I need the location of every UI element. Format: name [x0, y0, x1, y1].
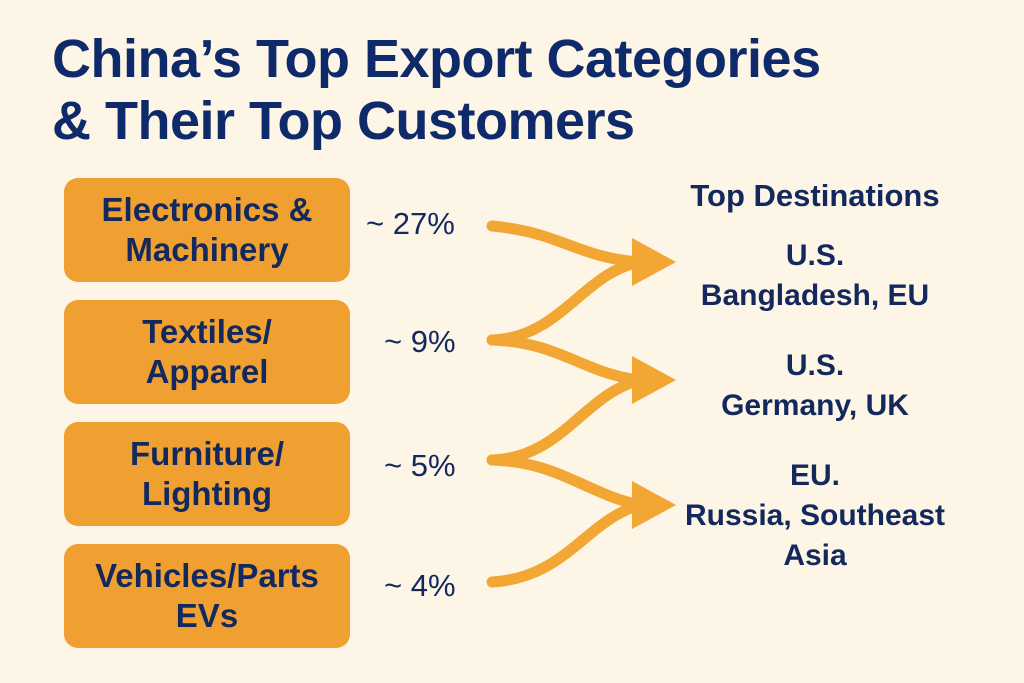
- flow-electronics-to-group-1: [486, 220, 646, 268]
- share-furniture-lighting: ~ 5%: [384, 448, 456, 483]
- destinations-header: Top Destinations: [690, 178, 940, 213]
- destination-group-2: U.S. Germany, UK: [640, 346, 990, 426]
- destination-line-3: Asia: [783, 539, 847, 572]
- title-line-1: China’s Top Export Categories: [52, 29, 821, 89]
- category-label-line-2: Lighting: [141, 475, 273, 512]
- destination-line-1: U.S.: [785, 349, 845, 382]
- destination-line-1: U.S.: [785, 239, 845, 272]
- flow-vehicles-to-group-3: [486, 499, 646, 588]
- category-box-furniture-lighting: Furniture/ Lighting: [64, 422, 350, 526]
- destination-group-1: U.S. Bangladesh, EU: [640, 236, 990, 316]
- category-label-line-2: Machinery: [125, 231, 289, 268]
- category-box-textiles-apparel: Textiles/ Apparel: [64, 300, 350, 404]
- category-label-line-2: Apparel: [145, 353, 269, 390]
- category-label-line-1: Electronics &: [101, 191, 313, 228]
- share-textiles-apparel: ~ 9%: [384, 324, 456, 359]
- destination-group-3: EU. Russia, Southeast Asia: [640, 456, 990, 576]
- destination-line-2: Germany, UK: [721, 389, 909, 422]
- category-label-line-1: Furniture/: [130, 435, 284, 472]
- category-label-line-1: Vehicles/Parts: [95, 557, 319, 594]
- arrowhead-group-2-icon: [632, 356, 676, 404]
- flow-textiles-to-group-1: [486, 256, 646, 346]
- category-box-vehicles-parts-evs: Vehicles/Parts EVs: [64, 544, 350, 648]
- destination-line-2: Bangladesh, EU: [700, 279, 930, 312]
- category-label-line-1: Textiles/: [142, 313, 272, 350]
- destination-line-1: EU.: [789, 459, 840, 492]
- destination-line-2: Russia, Southeast: [684, 499, 946, 532]
- flow-furniture-to-group-2: [486, 374, 646, 466]
- share-vehicles-parts-evs: ~ 4%: [384, 568, 456, 603]
- category-box-electronics-machinery: Electronics & Machinery: [64, 178, 350, 282]
- category-label-line-2: EVs: [175, 597, 239, 634]
- flow-furniture-to-group-3: [486, 454, 646, 511]
- share-electronics-machinery: ~ 27%: [366, 206, 455, 241]
- page-title: China’s Top Export Categories & Their To…: [52, 28, 992, 152]
- flow-textiles-to-group-2: [486, 334, 646, 386]
- arrowhead-group-3-icon: [632, 481, 676, 529]
- title-line-2: & Their Top Customers: [52, 91, 635, 151]
- arrowhead-group-1-icon: [632, 238, 676, 286]
